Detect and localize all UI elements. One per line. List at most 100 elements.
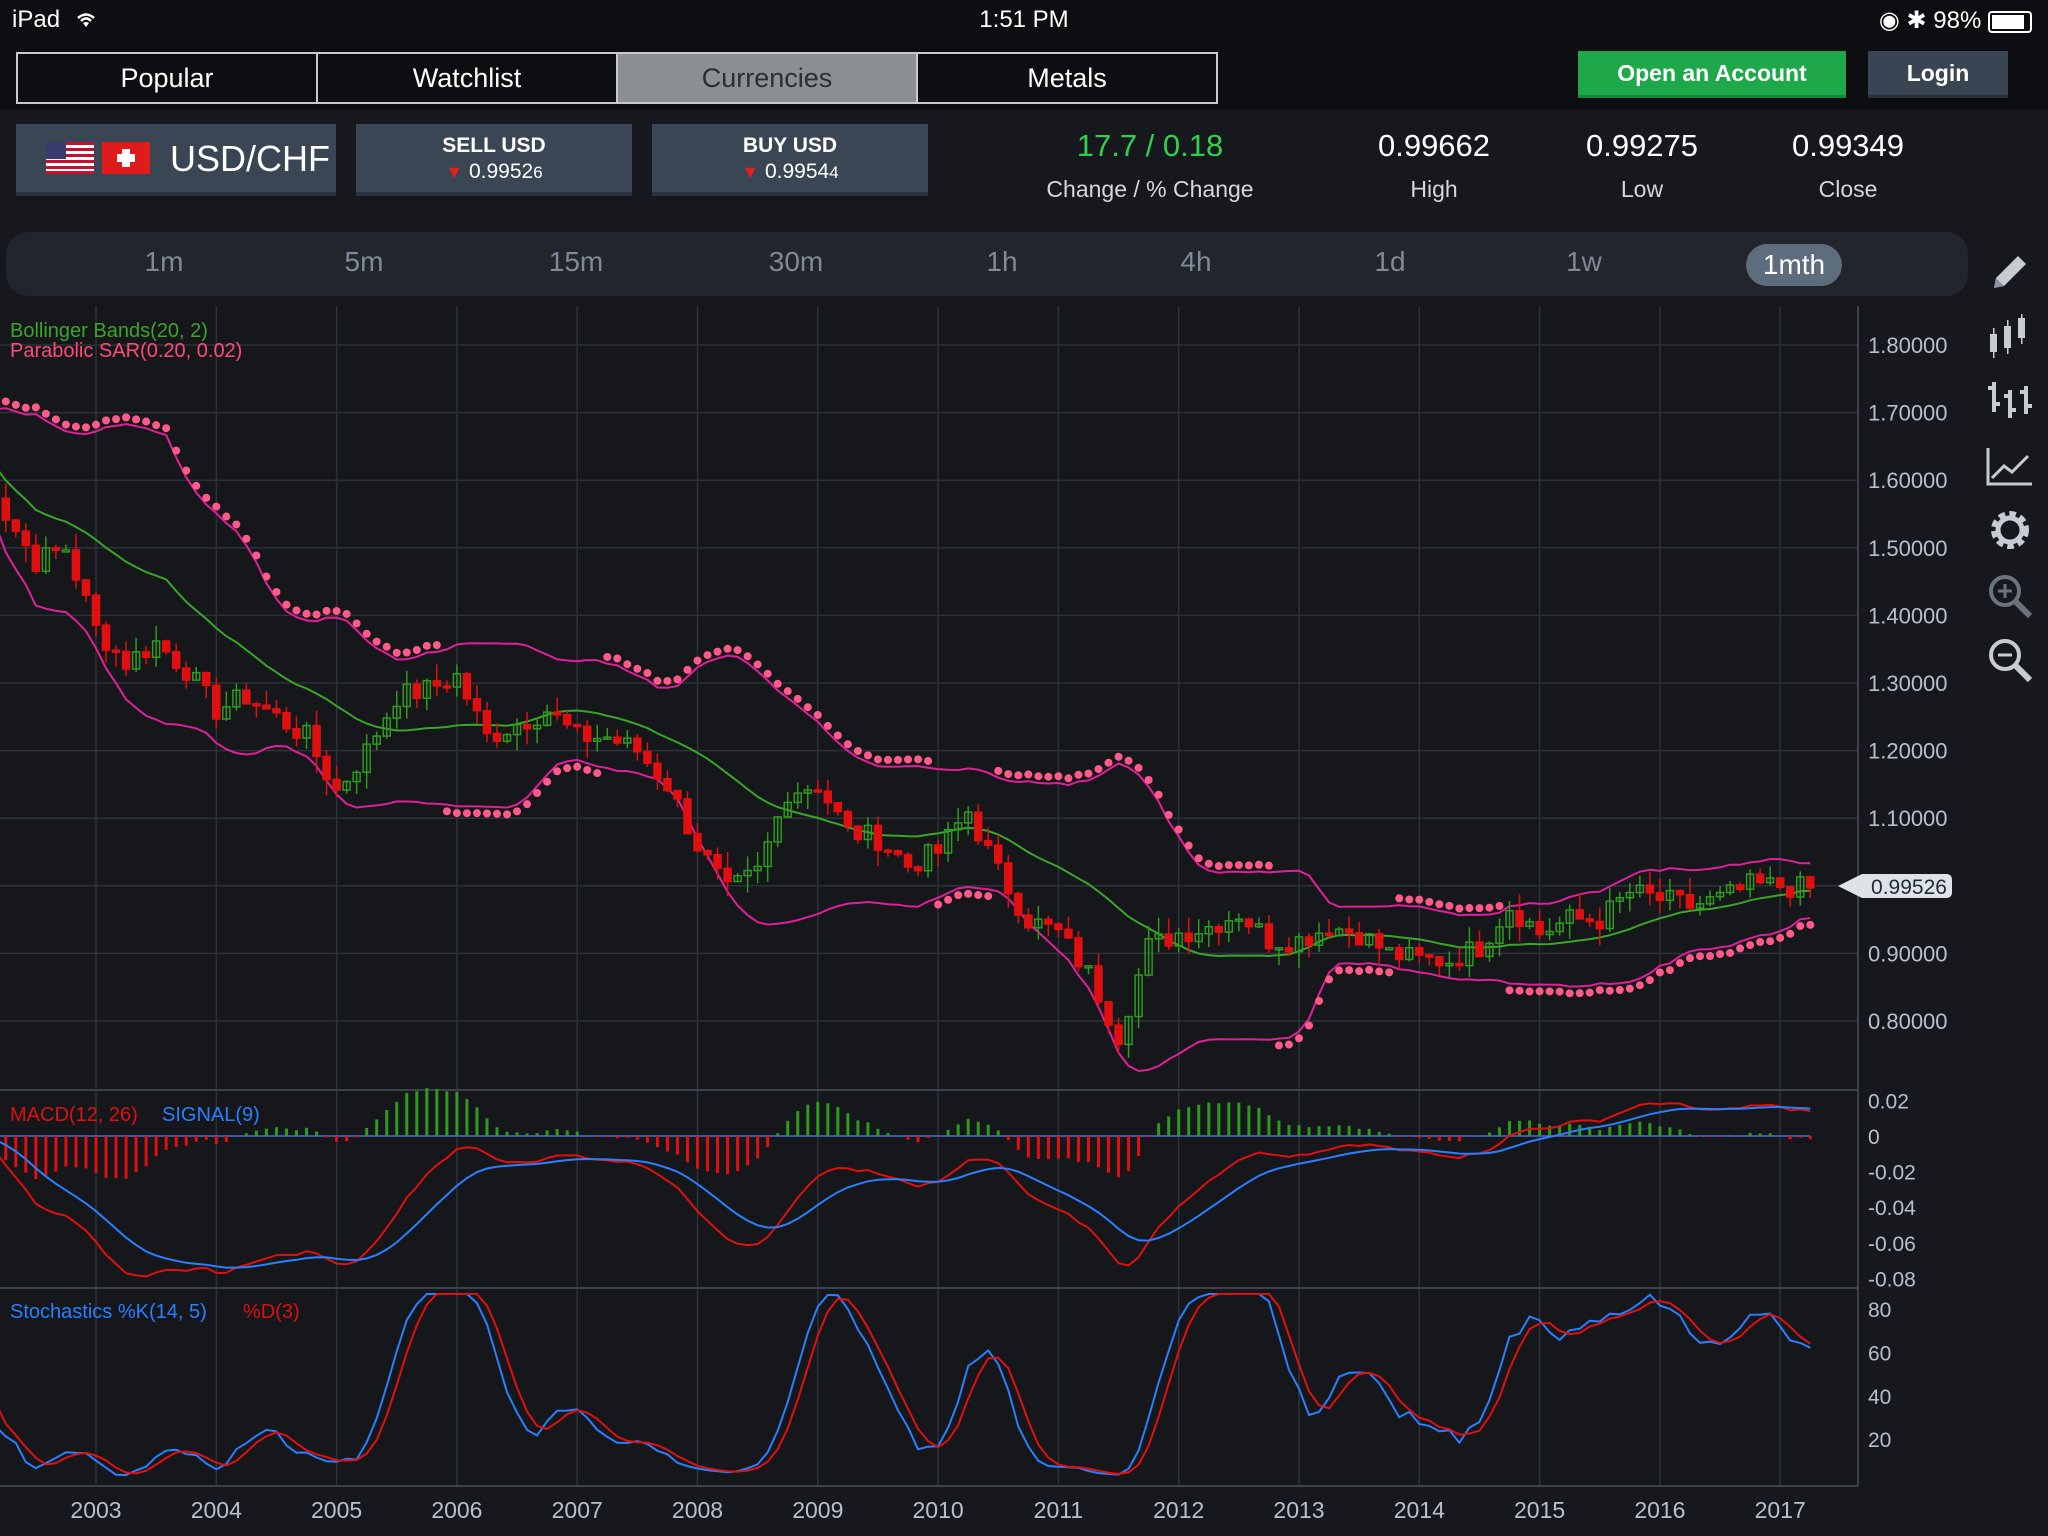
bar-chart-icon[interactable]: [1984, 374, 2036, 426]
buy-button[interactable]: BUY USD ▼ 0.99544: [652, 124, 928, 196]
tab-metals[interactable]: Metals: [1027, 63, 1107, 93]
tab-watchlist[interactable]: Watchlist: [318, 54, 618, 102]
sar-dot: [1796, 922, 1805, 931]
sar-dot: [1355, 967, 1364, 976]
sar-dot: [1685, 954, 1694, 963]
year-tick-label: 2014: [1394, 1497, 1445, 1523]
zoom-out-icon[interactable]: [1984, 634, 2036, 686]
sar-dot: [833, 731, 842, 740]
candle-body: [61, 549, 71, 553]
sar-dot: [41, 409, 50, 418]
candle-body: [1144, 938, 1153, 976]
sar-dot: [1224, 861, 1233, 870]
sar-dot: [1535, 987, 1544, 996]
sar-dot: [472, 809, 481, 818]
candle-body: [262, 704, 271, 710]
timeframe-1m[interactable]: 1m: [144, 246, 184, 277]
pair-selector[interactable]: USD/CHF: [16, 124, 336, 196]
sar-dot: [172, 446, 181, 455]
candle-body: [1244, 918, 1254, 928]
sar-dot: [71, 422, 80, 431]
timeframe-1d[interactable]: 1d: [1374, 246, 1406, 277]
pencil-icon[interactable]: [1984, 246, 2036, 298]
quote-row: USD/CHF SELL USD ▼ 0.99526 BUY USD ▼ 0.9…: [0, 110, 2048, 232]
sar-dot: [1525, 987, 1534, 996]
timeframe-4h[interactable]: 4h: [1180, 246, 1212, 277]
sar-dot: [493, 809, 501, 818]
timeframe-15m[interactable]: 15m: [548, 246, 604, 277]
close-value: 0.99349: [1791, 128, 1905, 163]
sar-dot: [894, 755, 902, 764]
sar-dot: [212, 502, 221, 511]
timeframe-5m[interactable]: 5m: [344, 246, 384, 277]
macd-tick-label: -0.02: [1868, 1162, 1916, 1185]
candle-body: [1645, 884, 1655, 894]
candle-body: [1224, 920, 1234, 933]
sar-dot: [964, 889, 973, 898]
candle-body: [1485, 942, 1494, 958]
timeframe-1w[interactable]: 1w: [1566, 246, 1602, 277]
candle-body: [1555, 922, 1564, 933]
open-account-button[interactable]: Open an Account: [1578, 51, 1846, 98]
sar-dot: [1766, 937, 1775, 946]
candle-body: [1, 497, 11, 521]
sell-button[interactable]: SELL USD ▼ 0.99526: [356, 124, 632, 196]
stoch-k-legend: Stochastics %K(14, 5): [10, 1301, 207, 1323]
sar-dot: [1114, 752, 1123, 761]
sar-dot: [1806, 920, 1815, 929]
sar-dot: [663, 676, 672, 685]
gear-icon[interactable]: [1984, 504, 2036, 556]
sar-dot: [773, 679, 782, 688]
tab-currencies[interactable]: Currencies: [618, 54, 918, 102]
candle-body: [1164, 933, 1173, 947]
swiss-flag-icon: [102, 142, 150, 174]
sar-dot: [533, 788, 542, 797]
candlestick-icon[interactable]: [1984, 312, 2036, 364]
sar-dot: [1736, 944, 1745, 953]
candle-body: [432, 679, 442, 687]
lock-rotation-icon: ◉: [1878, 7, 1900, 34]
sar-legend: Parabolic SAR(0.20, 0.02): [10, 340, 242, 362]
zoom-in-icon[interactable]: [1984, 570, 2036, 622]
axes: 1.80000 1.70000 1.60000 1.50000 1.40000 1.300…: [70, 333, 1947, 1523]
sar-dot: [1746, 941, 1755, 950]
timeframe-1h[interactable]: 1h: [986, 246, 1018, 277]
candle-body: [372, 735, 381, 745]
sar-dot: [1264, 861, 1273, 870]
change-value: 17.7 / 0.18: [1076, 128, 1224, 163]
candle-body: [1324, 932, 1334, 937]
price-chart[interactable]: 1.80000 1.70000 1.60000 1.50000 1.40000 1.300…: [0, 300, 2048, 1536]
timeframe-30m[interactable]: 30m: [768, 246, 824, 277]
candle-body: [71, 549, 81, 581]
sar-dot: [372, 637, 381, 646]
candle-body: [1264, 923, 1274, 950]
sar-dot: [1244, 861, 1253, 870]
sar-dot: [11, 400, 20, 409]
sar-dot: [783, 687, 792, 696]
candle-body: [392, 705, 401, 719]
candle-body: [663, 777, 672, 792]
candle-body: [653, 762, 662, 780]
stoch-d-legend: %D(3): [243, 1301, 300, 1323]
candle-body: [1374, 933, 1384, 949]
high-stat: 0.99662 High: [1354, 128, 1514, 203]
sar-dot: [1365, 965, 1374, 974]
candle-body: [192, 671, 201, 681]
sar-dot: [1455, 904, 1464, 913]
candle-body: [242, 689, 251, 705]
candle-body: [572, 723, 582, 728]
candle-body: [1605, 900, 1615, 930]
sar-dot: [51, 415, 60, 424]
sar-dot: [1716, 950, 1725, 959]
high-value: 0.99662: [1377, 128, 1491, 163]
candle-body: [1254, 923, 1264, 928]
timeframe-1mth[interactable]: 1mth: [1746, 244, 1842, 286]
candle-body: [81, 579, 91, 596]
login-button[interactable]: Login: [1868, 51, 2008, 98]
sar-dot: [402, 648, 411, 657]
candle-body: [863, 824, 873, 841]
tab-popular[interactable]: Popular: [18, 54, 318, 102]
chart-toolbar: [1974, 232, 2048, 692]
year-tick-label: 2007: [552, 1497, 603, 1523]
line-chart-icon[interactable]: [1984, 440, 2036, 492]
